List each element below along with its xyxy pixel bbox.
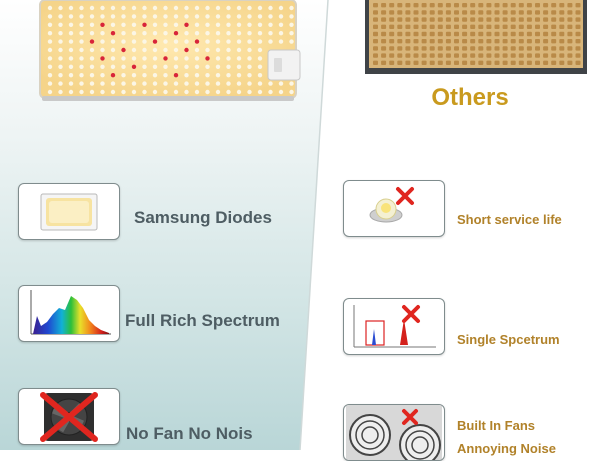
others-label-built-in-fans: Built In Fans (457, 418, 535, 433)
others-label-annoying-noise: Annoying Noise (457, 441, 556, 456)
others-label-single-spectrum: Single Spcetrum (457, 332, 560, 347)
short-life-card (343, 180, 445, 237)
others-title: Others (431, 84, 509, 111)
full-spectrum-card (18, 285, 120, 342)
single-spectrum-card (343, 298, 445, 355)
no-fan-icon (40, 392, 98, 442)
crossed-single-spectrum-icon (353, 305, 436, 348)
others-label-short-service-life: Short service life (457, 212, 562, 227)
crossed-fans-icon (346, 405, 442, 460)
samsung-diode-card (18, 183, 120, 240)
full-spectrum-icon (30, 290, 111, 335)
crossed-led-icon (369, 187, 414, 223)
built-in-fans-card (343, 404, 445, 461)
samsung-diode-icon (40, 193, 98, 231)
feature-label-full-rich-spectrum: Full Rich Spectrum (125, 311, 280, 330)
competitor-grow-light-image (365, 0, 587, 74)
product-grow-light-image (39, 0, 301, 101)
feature-label-no-fan-no-noise: No Fan No Nois (126, 424, 253, 443)
feature-label-samsung-diodes: Samsung Diodes (134, 208, 272, 227)
no-fan-card (18, 388, 120, 445)
